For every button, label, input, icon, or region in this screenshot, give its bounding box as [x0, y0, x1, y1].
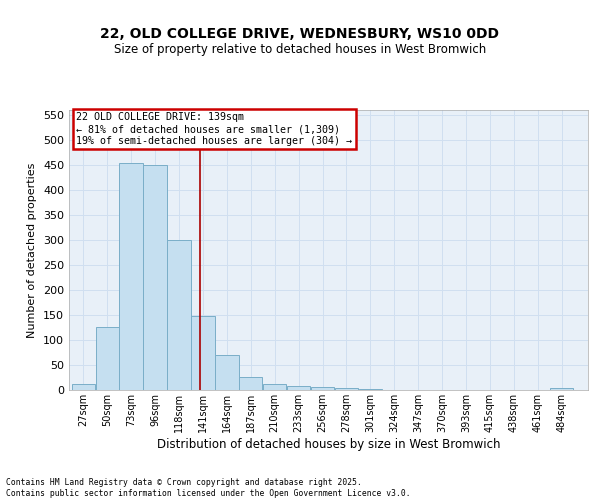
Bar	[71, 384, 95, 390]
Bar	[143, 165, 167, 390]
Bar	[335, 388, 358, 390]
Text: Contains HM Land Registry data © Crown copyright and database right 2025.
Contai: Contains HM Land Registry data © Crown c…	[6, 478, 410, 498]
Text: Size of property relative to detached houses in West Bromwich: Size of property relative to detached ho…	[114, 42, 486, 56]
X-axis label: Distribution of detached houses by size in West Bromwich: Distribution of detached houses by size …	[157, 438, 500, 450]
Bar	[95, 326, 119, 390]
Y-axis label: Number of detached properties: Number of detached properties	[28, 162, 37, 338]
Bar	[167, 240, 191, 390]
Bar	[119, 162, 143, 390]
Text: 22 OLD COLLEGE DRIVE: 139sqm
← 81% of detached houses are smaller (1,309)
19% of: 22 OLD COLLEGE DRIVE: 139sqm ← 81% of de…	[76, 112, 352, 146]
Bar	[263, 384, 286, 390]
Bar	[191, 316, 215, 390]
Bar	[215, 355, 239, 390]
Bar	[239, 376, 262, 390]
Bar	[287, 386, 310, 390]
Bar	[359, 389, 382, 390]
Text: 22, OLD COLLEGE DRIVE, WEDNESBURY, WS10 0DD: 22, OLD COLLEGE DRIVE, WEDNESBURY, WS10 …	[101, 28, 499, 42]
Bar	[311, 387, 334, 390]
Bar	[550, 388, 574, 390]
